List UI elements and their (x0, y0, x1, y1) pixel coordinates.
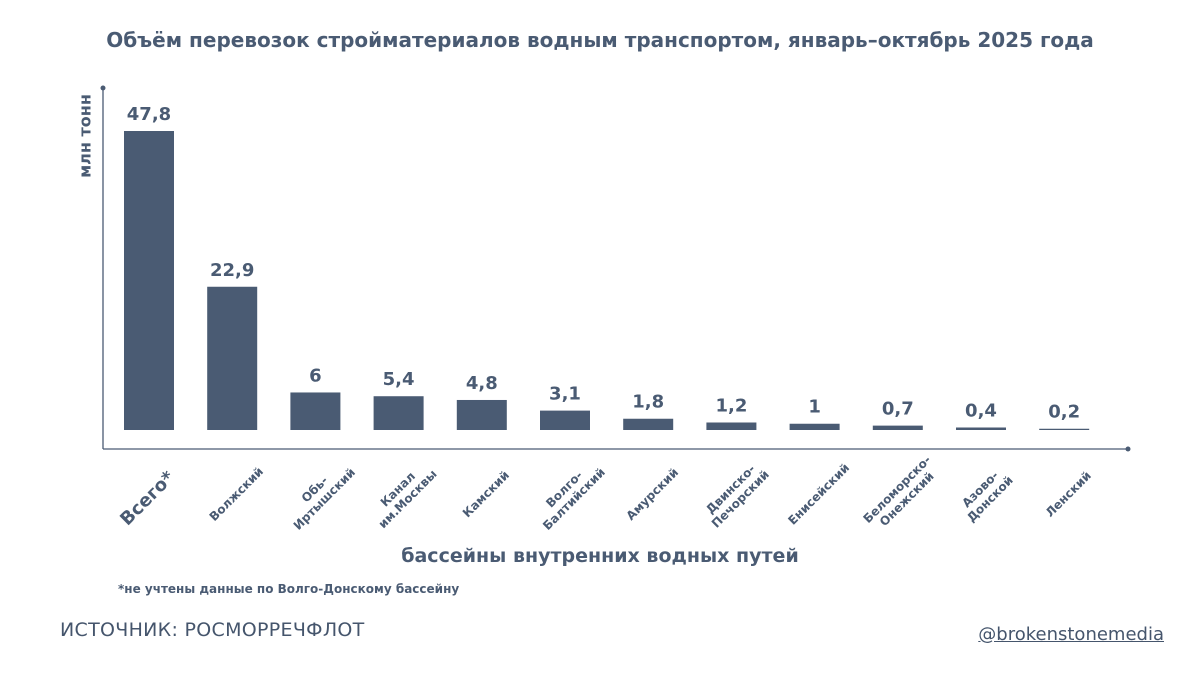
category-label: Всего* (116, 467, 179, 530)
bar-value-label: 6 (309, 365, 322, 386)
bar-value-label: 3,1 (549, 384, 581, 405)
bar (872, 425, 923, 430)
category-label: Двинско-Печорский (699, 458, 772, 531)
brand-handle-link[interactable]: @brokenstonemedia (978, 624, 1164, 645)
bar-series: 47,8 Всего* 22,9 Волжский 6 Обь-Иртышский 5,4 К… (116, 104, 1094, 536)
bar (290, 392, 341, 430)
bar (373, 396, 424, 430)
category-label: Волго-Балтийский (530, 455, 608, 533)
category-label: Обь-Иртышский (281, 456, 358, 533)
category-label: Ленский (1043, 469, 1094, 520)
chart-title: Объём перевозок стройматериалов водным т… (106, 28, 1094, 52)
bar (207, 286, 258, 430)
bar-value-label: 4,8 (466, 373, 498, 394)
bar-value-label: 1 (808, 397, 821, 418)
bar (540, 410, 590, 430)
footnote: *не учтены данные по Волго-Донскому басс… (118, 582, 460, 596)
category-label: Азово-Донской (954, 463, 1015, 524)
category-label: Амурский (623, 465, 681, 523)
x-axis-label: бассейны внутренних водных путей (401, 545, 799, 567)
bar-value-label: 47,8 (127, 104, 171, 125)
bar (789, 423, 840, 430)
bar-value-label: 5,4 (383, 369, 415, 390)
x-axis-end-dot (1125, 446, 1131, 452)
bar-value-label: 0,2 (1048, 402, 1080, 423)
category-label: Волжский (207, 464, 267, 524)
bar (956, 427, 1006, 430)
bar-value-label: 22,9 (210, 260, 254, 281)
bar (706, 422, 757, 430)
category-label: Камский (460, 468, 512, 520)
category-label: Каналим.Москвы (366, 457, 440, 531)
bar-value-label: 0,4 (965, 400, 997, 421)
bar-value-label: 1,2 (715, 395, 747, 416)
source-label: ИСТОЧНИК: РОСМОРРЕЧФЛОТ (60, 619, 365, 641)
bar-value-label: 1,8 (632, 392, 664, 413)
bar (456, 399, 507, 430)
bar (1039, 428, 1090, 430)
bar-value-label: 0,7 (882, 399, 914, 420)
bar (124, 131, 174, 430)
y-axis-end-dot (100, 85, 106, 91)
category-label: Енисейский (785, 461, 852, 528)
category-label: Беломорско-Онежский (860, 453, 943, 536)
bar (623, 418, 674, 430)
